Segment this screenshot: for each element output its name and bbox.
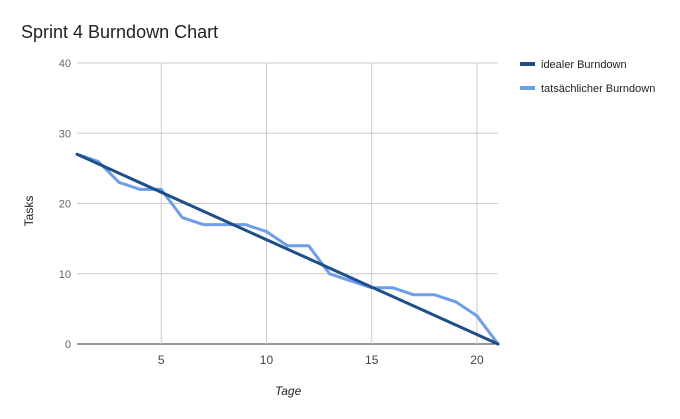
legend-entry-label: tatsächlicher Burndown: [541, 83, 655, 95]
x-tick-label: 5: [158, 353, 165, 367]
y-tick-label: 0: [65, 339, 71, 351]
y-axis-label: Tasks: [22, 196, 36, 227]
series-line-actual: [75, 152, 500, 346]
y-tick-label: 20: [59, 199, 71, 211]
x-tick-label: 20: [470, 353, 484, 367]
x-axis-label: Tage: [275, 384, 302, 398]
legend-entry-label: idealer Burndown: [541, 59, 627, 71]
x-axis-ticks: 5 10 15 20: [158, 353, 484, 367]
series-line-ideal: [75, 152, 500, 346]
chart-title: Sprint 4 Burndown Chart: [21, 22, 218, 42]
y-axis-ticks: 0 10 20 30 40: [59, 58, 71, 351]
y-tick-label: 30: [59, 128, 71, 140]
legend: idealer Burndown tatsächlicher Burndown: [520, 59, 655, 95]
grid: [77, 62, 498, 345]
x-tick-label: 15: [365, 353, 379, 367]
y-tick-label: 40: [59, 58, 71, 70]
series-lines: [75, 152, 500, 346]
x-tick-label: 10: [260, 353, 274, 367]
y-tick-label: 10: [59, 269, 71, 281]
